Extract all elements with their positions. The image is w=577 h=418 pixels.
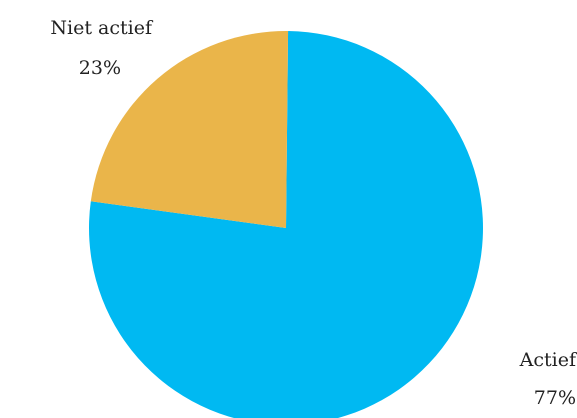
pie-slices [89, 30, 483, 418]
pie-slice-niet-actief [90, 30, 289, 228]
slice-label-niet-actief: Niet actief [50, 17, 154, 39]
slice-value-actief: 77% [534, 387, 576, 409]
pie-slice-actief [89, 31, 483, 418]
slice-label-actief: Actief [519, 349, 577, 371]
slice-value-niet-actief: 23% [79, 57, 121, 79]
